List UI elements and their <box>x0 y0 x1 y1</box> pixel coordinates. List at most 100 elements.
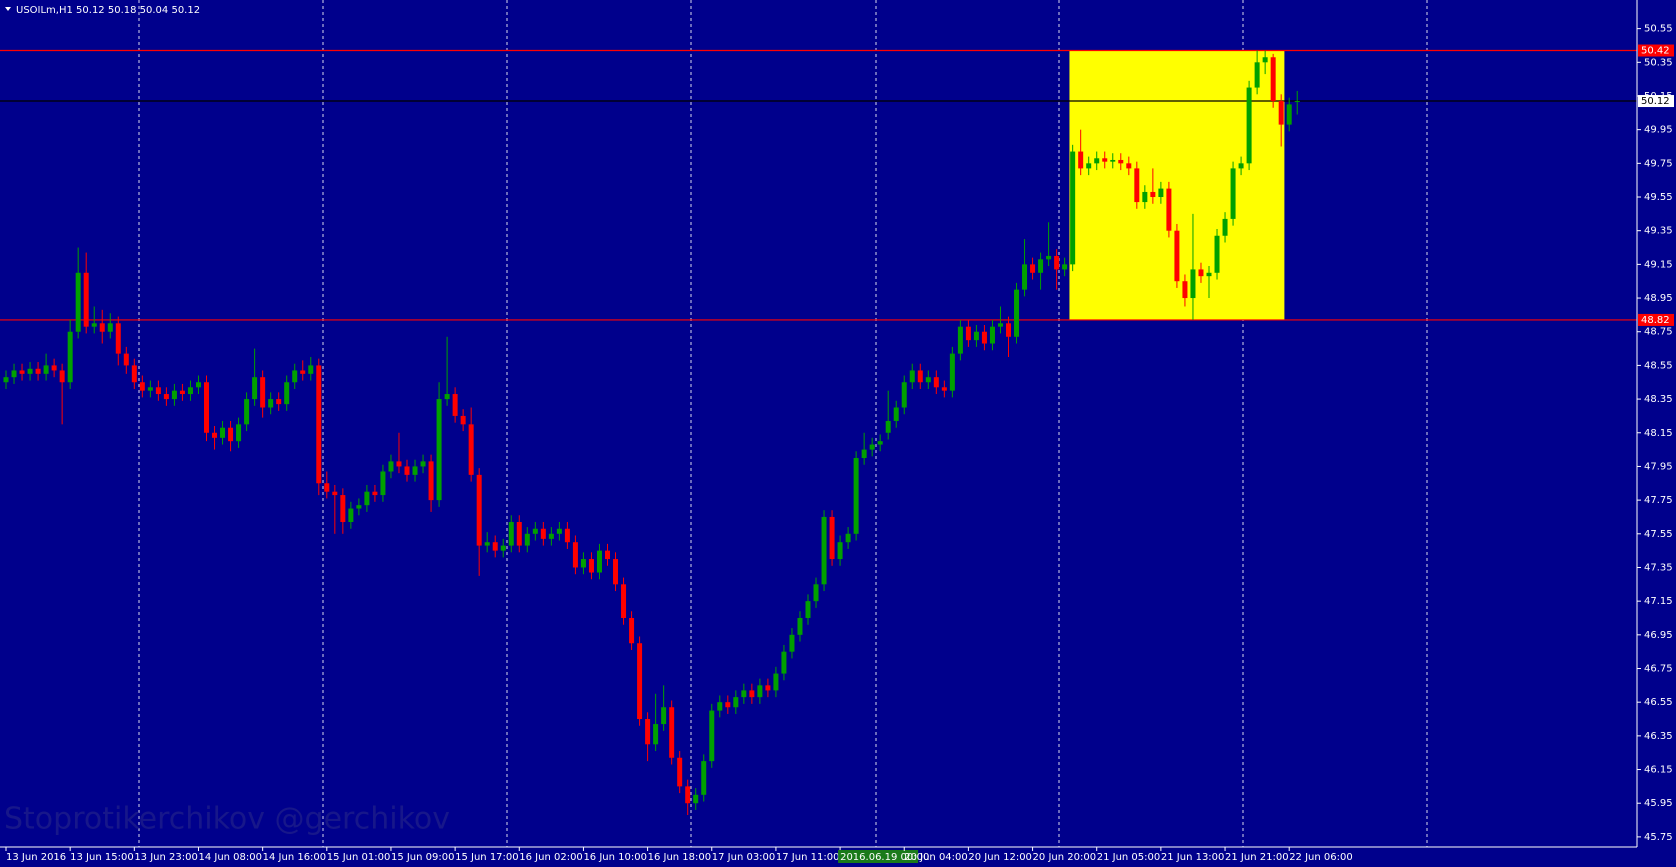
y-tick-label: 47.75 <box>1644 495 1673 506</box>
level-label: 50.12 <box>1641 96 1670 107</box>
candle-body <box>877 441 883 445</box>
menu-arrow[interactable] <box>5 7 11 11</box>
candle-body <box>1166 188 1172 231</box>
candle-body <box>773 673 779 691</box>
candle-body <box>749 690 755 698</box>
candle-body <box>1174 230 1180 282</box>
candle-body <box>412 466 418 475</box>
candle-body <box>1270 57 1276 102</box>
candle-body <box>372 491 378 496</box>
candle-body <box>540 528 546 539</box>
candle-body <box>212 432 218 438</box>
y-tick-label: 47.35 <box>1644 562 1673 573</box>
x-tick-label: 15 Jun 17:00 <box>455 852 519 863</box>
candle-body <box>532 528 538 534</box>
x-tick-label: 17 Jun 11:00 <box>776 852 840 863</box>
candle-body <box>260 377 266 408</box>
candle-body <box>797 617 803 635</box>
x-tick-label: 13 Jun 15:00 <box>70 852 134 863</box>
x-tick-label: 20 Jun 12:00 <box>968 852 1032 863</box>
candle-body <box>989 326 995 344</box>
candle-body <box>332 491 338 496</box>
candle-body <box>1102 158 1108 162</box>
x-tick-label: 2016.06.19 00:00 <box>840 852 929 863</box>
candle-body <box>837 542 843 560</box>
level-label-box <box>1638 95 1674 108</box>
candle-body <box>228 427 234 442</box>
candle-body <box>1198 269 1204 277</box>
candle-body <box>51 365 57 371</box>
candle-body <box>853 458 859 534</box>
candle-body <box>139 382 145 391</box>
y-tick-label: 46.35 <box>1644 731 1673 742</box>
y-tick-label: 49.15 <box>1644 259 1673 270</box>
candle-body <box>107 323 113 332</box>
candle-body <box>99 323 105 332</box>
candle-body <box>596 550 602 573</box>
candle-body <box>885 420 891 433</box>
candle-body <box>1214 235 1220 273</box>
candle-body <box>556 528 562 534</box>
x-tick-label: 16 Jun 02:00 <box>519 852 583 863</box>
x-tick-label: 21 Jun 13:00 <box>1161 852 1225 863</box>
candle-body <box>901 382 907 408</box>
candle-body <box>244 399 250 425</box>
candle-body <box>324 483 330 492</box>
candle-body <box>500 545 506 551</box>
candle-body <box>957 326 963 354</box>
candle-body <box>909 370 915 383</box>
candle-body <box>1078 151 1084 169</box>
candle-body <box>131 365 137 383</box>
x-tick-label: 21 Jun 05:00 <box>1097 852 1161 863</box>
level-label-box <box>1638 44 1674 57</box>
candle-body <box>588 559 594 573</box>
candle-body <box>59 370 65 383</box>
candle-body <box>669 707 675 758</box>
candle-body <box>1230 168 1236 219</box>
level-label-box <box>1638 313 1674 326</box>
candle-body <box>516 522 522 546</box>
candle-body <box>27 368 33 374</box>
x-tick-label: 13 Jun 2016 <box>6 852 66 863</box>
y-tick-label: 49.35 <box>1644 226 1673 237</box>
candle-body <box>420 461 426 467</box>
y-tick-label: 46.75 <box>1644 664 1673 675</box>
candle-body <box>1086 163 1092 169</box>
candle-body <box>1030 264 1036 273</box>
candle-body <box>284 382 290 405</box>
y-tick-label: 48.15 <box>1644 428 1673 439</box>
candle-body <box>709 710 715 762</box>
level-label: 50.42 <box>1641 46 1670 57</box>
candle-body <box>1134 168 1140 203</box>
candle-body <box>677 757 683 787</box>
candle-body <box>75 272 81 332</box>
x-tick-label: 17 Jun 03:00 <box>712 852 776 863</box>
x-tick-label: 20 Jun 20:00 <box>1033 852 1097 863</box>
candle-body <box>733 697 739 708</box>
candle-body <box>1006 323 1011 337</box>
candle-body <box>123 353 129 366</box>
y-tick-label: 46.95 <box>1644 630 1673 641</box>
candle-body <box>789 634 795 652</box>
candle-body <box>717 702 723 711</box>
candles <box>3 50 1300 816</box>
candle-body <box>685 786 691 804</box>
candle-body <box>1118 159 1124 164</box>
y-tick-label: 46.55 <box>1644 697 1673 708</box>
candle-body <box>236 424 242 442</box>
candle-body <box>1278 101 1284 125</box>
candle-body <box>1094 158 1100 164</box>
candle-body <box>115 323 121 354</box>
candle-body <box>1110 159 1116 162</box>
candle-body <box>1142 191 1148 203</box>
candle-body <box>380 471 386 496</box>
y-tick-label: 45.75 <box>1644 832 1673 843</box>
candle-body <box>155 387 161 395</box>
x-tick-label: 16 Jun 10:00 <box>583 852 647 863</box>
candle-body <box>1070 151 1076 265</box>
candle-body <box>613 559 619 585</box>
y-tick-label: 48.35 <box>1644 394 1673 405</box>
candle-body <box>701 761 707 795</box>
candle-body <box>1246 87 1252 164</box>
candle-body <box>861 449 867 459</box>
